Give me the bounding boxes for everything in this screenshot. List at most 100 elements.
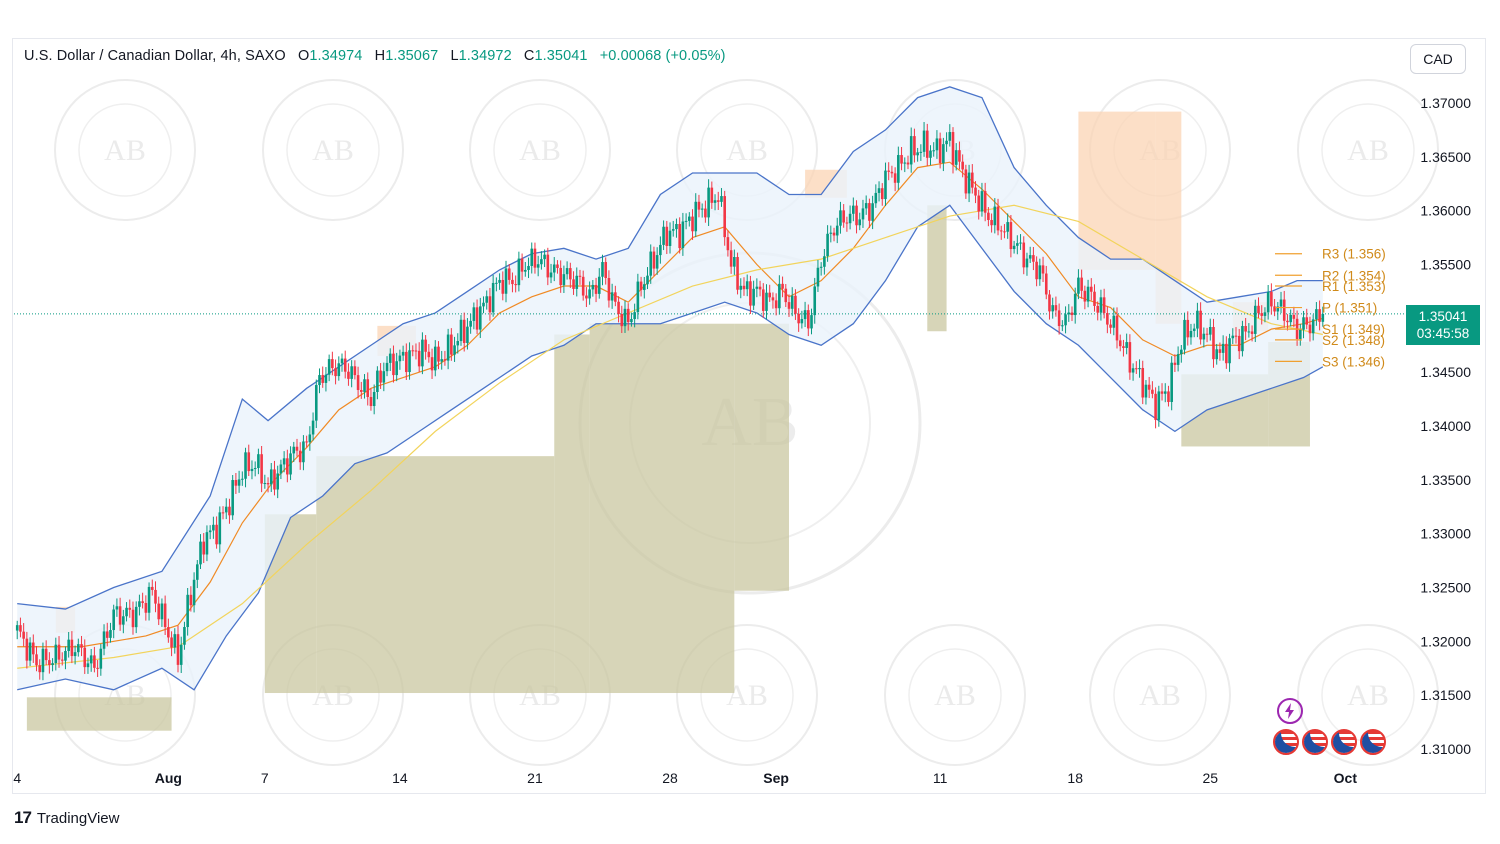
candle-body[interactable] — [839, 210, 842, 226]
candle-body[interactable] — [472, 307, 476, 321]
candle-body[interactable] — [1141, 367, 1145, 398]
candle-body[interactable] — [884, 170, 887, 200]
candle-body[interactable] — [1221, 343, 1225, 353]
candle-body[interactable] — [1016, 243, 1019, 246]
candle-body[interactable] — [916, 152, 919, 156]
candle-body[interactable] — [1106, 313, 1109, 325]
candle-body[interactable] — [681, 221, 685, 249]
candle-body[interactable] — [524, 269, 527, 272]
candle-body[interactable] — [864, 203, 868, 209]
candle-body[interactable] — [922, 130, 926, 152]
candle-body[interactable] — [218, 512, 222, 545]
candle-body[interactable] — [411, 350, 415, 352]
candle-body[interactable] — [806, 310, 810, 329]
candle-body[interactable] — [720, 196, 723, 202]
candle-body[interactable] — [462, 319, 466, 343]
candle-body[interactable] — [273, 469, 276, 490]
candle-body[interactable] — [1025, 258, 1029, 268]
candle-body[interactable] — [723, 196, 726, 238]
candle-body[interactable] — [311, 420, 315, 435]
candle-body[interactable] — [1167, 391, 1170, 402]
candle-body[interactable] — [347, 371, 350, 379]
candle-body[interactable] — [144, 602, 148, 613]
candle-body[interactable] — [289, 453, 292, 475]
candle-body[interactable] — [89, 655, 93, 664]
candle-body[interactable] — [443, 359, 447, 361]
candle-body[interactable] — [83, 647, 87, 668]
candle-body[interactable] — [1199, 310, 1202, 340]
candle-body[interactable] — [514, 284, 517, 286]
candle-body[interactable] — [1318, 309, 1321, 322]
candle-body[interactable] — [835, 225, 839, 236]
candle-body[interactable] — [51, 663, 54, 666]
candle-body[interactable] — [1144, 384, 1148, 398]
candle-body[interactable] — [1028, 255, 1032, 259]
candle-body[interactable] — [224, 506, 228, 513]
candle-body[interactable] — [353, 366, 357, 376]
candle-body[interactable] — [655, 255, 659, 269]
candle-body[interactable] — [919, 151, 923, 153]
candle-body[interactable] — [138, 601, 141, 607]
candle-body[interactable] — [852, 205, 855, 214]
us-flag-event-icon[interactable] — [1302, 729, 1328, 755]
candle-body[interactable] — [633, 312, 636, 320]
candle-body[interactable] — [314, 385, 318, 421]
candle-body[interactable] — [880, 188, 884, 200]
candle-body[interactable] — [1257, 305, 1260, 314]
tradingview-footer[interactable]: 17 TradingView — [14, 808, 119, 828]
candle-body[interactable] — [263, 483, 267, 485]
candle-body[interactable] — [1208, 327, 1212, 335]
candle-body[interactable] — [868, 203, 871, 221]
candle-body[interactable] — [1109, 324, 1112, 328]
candle-body[interactable] — [572, 279, 575, 289]
candle-body[interactable] — [1282, 299, 1286, 321]
candle-body[interactable] — [398, 355, 402, 362]
candle-body[interactable] — [1048, 294, 1051, 312]
candle-body[interactable] — [652, 251, 656, 269]
candle-body[interactable] — [1080, 277, 1083, 291]
candle-body[interactable] — [488, 296, 492, 313]
candle-body[interactable] — [469, 320, 472, 327]
candle-body[interactable] — [671, 229, 675, 231]
candle-body[interactable] — [1086, 286, 1090, 302]
candle-body[interactable] — [729, 250, 733, 267]
candle-body[interactable] — [41, 648, 45, 673]
candle-body[interactable] — [713, 200, 717, 203]
candle-body[interactable] — [122, 616, 125, 625]
candle-body[interactable] — [697, 201, 701, 210]
candle-body[interactable] — [1176, 354, 1180, 365]
candle-body[interactable] — [395, 361, 398, 376]
candle-body[interactable] — [778, 283, 781, 309]
candle-body[interactable] — [1022, 242, 1026, 268]
us-flag-event-icon[interactable] — [1360, 729, 1386, 755]
candle-body[interactable] — [44, 648, 48, 661]
candle-body[interactable] — [556, 264, 559, 268]
candle-body[interactable] — [823, 256, 826, 267]
candle-body[interactable] — [588, 289, 591, 299]
candle-body[interactable] — [861, 208, 865, 220]
candle-body[interactable] — [1247, 331, 1251, 333]
candle-body[interactable] — [527, 265, 530, 270]
candle-body[interactable] — [1157, 391, 1161, 420]
candle-body[interactable] — [1225, 343, 1228, 364]
candle-body[interactable] — [334, 368, 337, 377]
candle-body[interactable] — [112, 609, 115, 631]
candle-body[interactable] — [601, 262, 604, 277]
candle-body[interactable] — [495, 282, 498, 284]
candle-body[interactable] — [646, 275, 649, 285]
candle-body[interactable] — [1266, 291, 1270, 313]
candle-body[interactable] — [990, 219, 993, 226]
candle-body[interactable] — [292, 446, 296, 454]
candle-body[interactable] — [614, 292, 617, 302]
candle-body[interactable] — [1057, 310, 1061, 327]
candle-body[interactable] — [559, 267, 562, 286]
candle-body[interactable] — [704, 208, 707, 218]
x-axis[interactable]: 4 Aug 7 14 21 28 Sep 11 18 25 Oct — [13, 770, 1357, 786]
candle-body[interactable] — [414, 350, 418, 352]
candle-body[interactable] — [1147, 384, 1151, 390]
candle-body[interactable] — [105, 631, 109, 638]
candle-body[interactable] — [549, 272, 553, 278]
candle-body[interactable] — [150, 586, 154, 590]
candle-body[interactable] — [421, 339, 424, 367]
candle-body[interactable] — [626, 308, 630, 323]
